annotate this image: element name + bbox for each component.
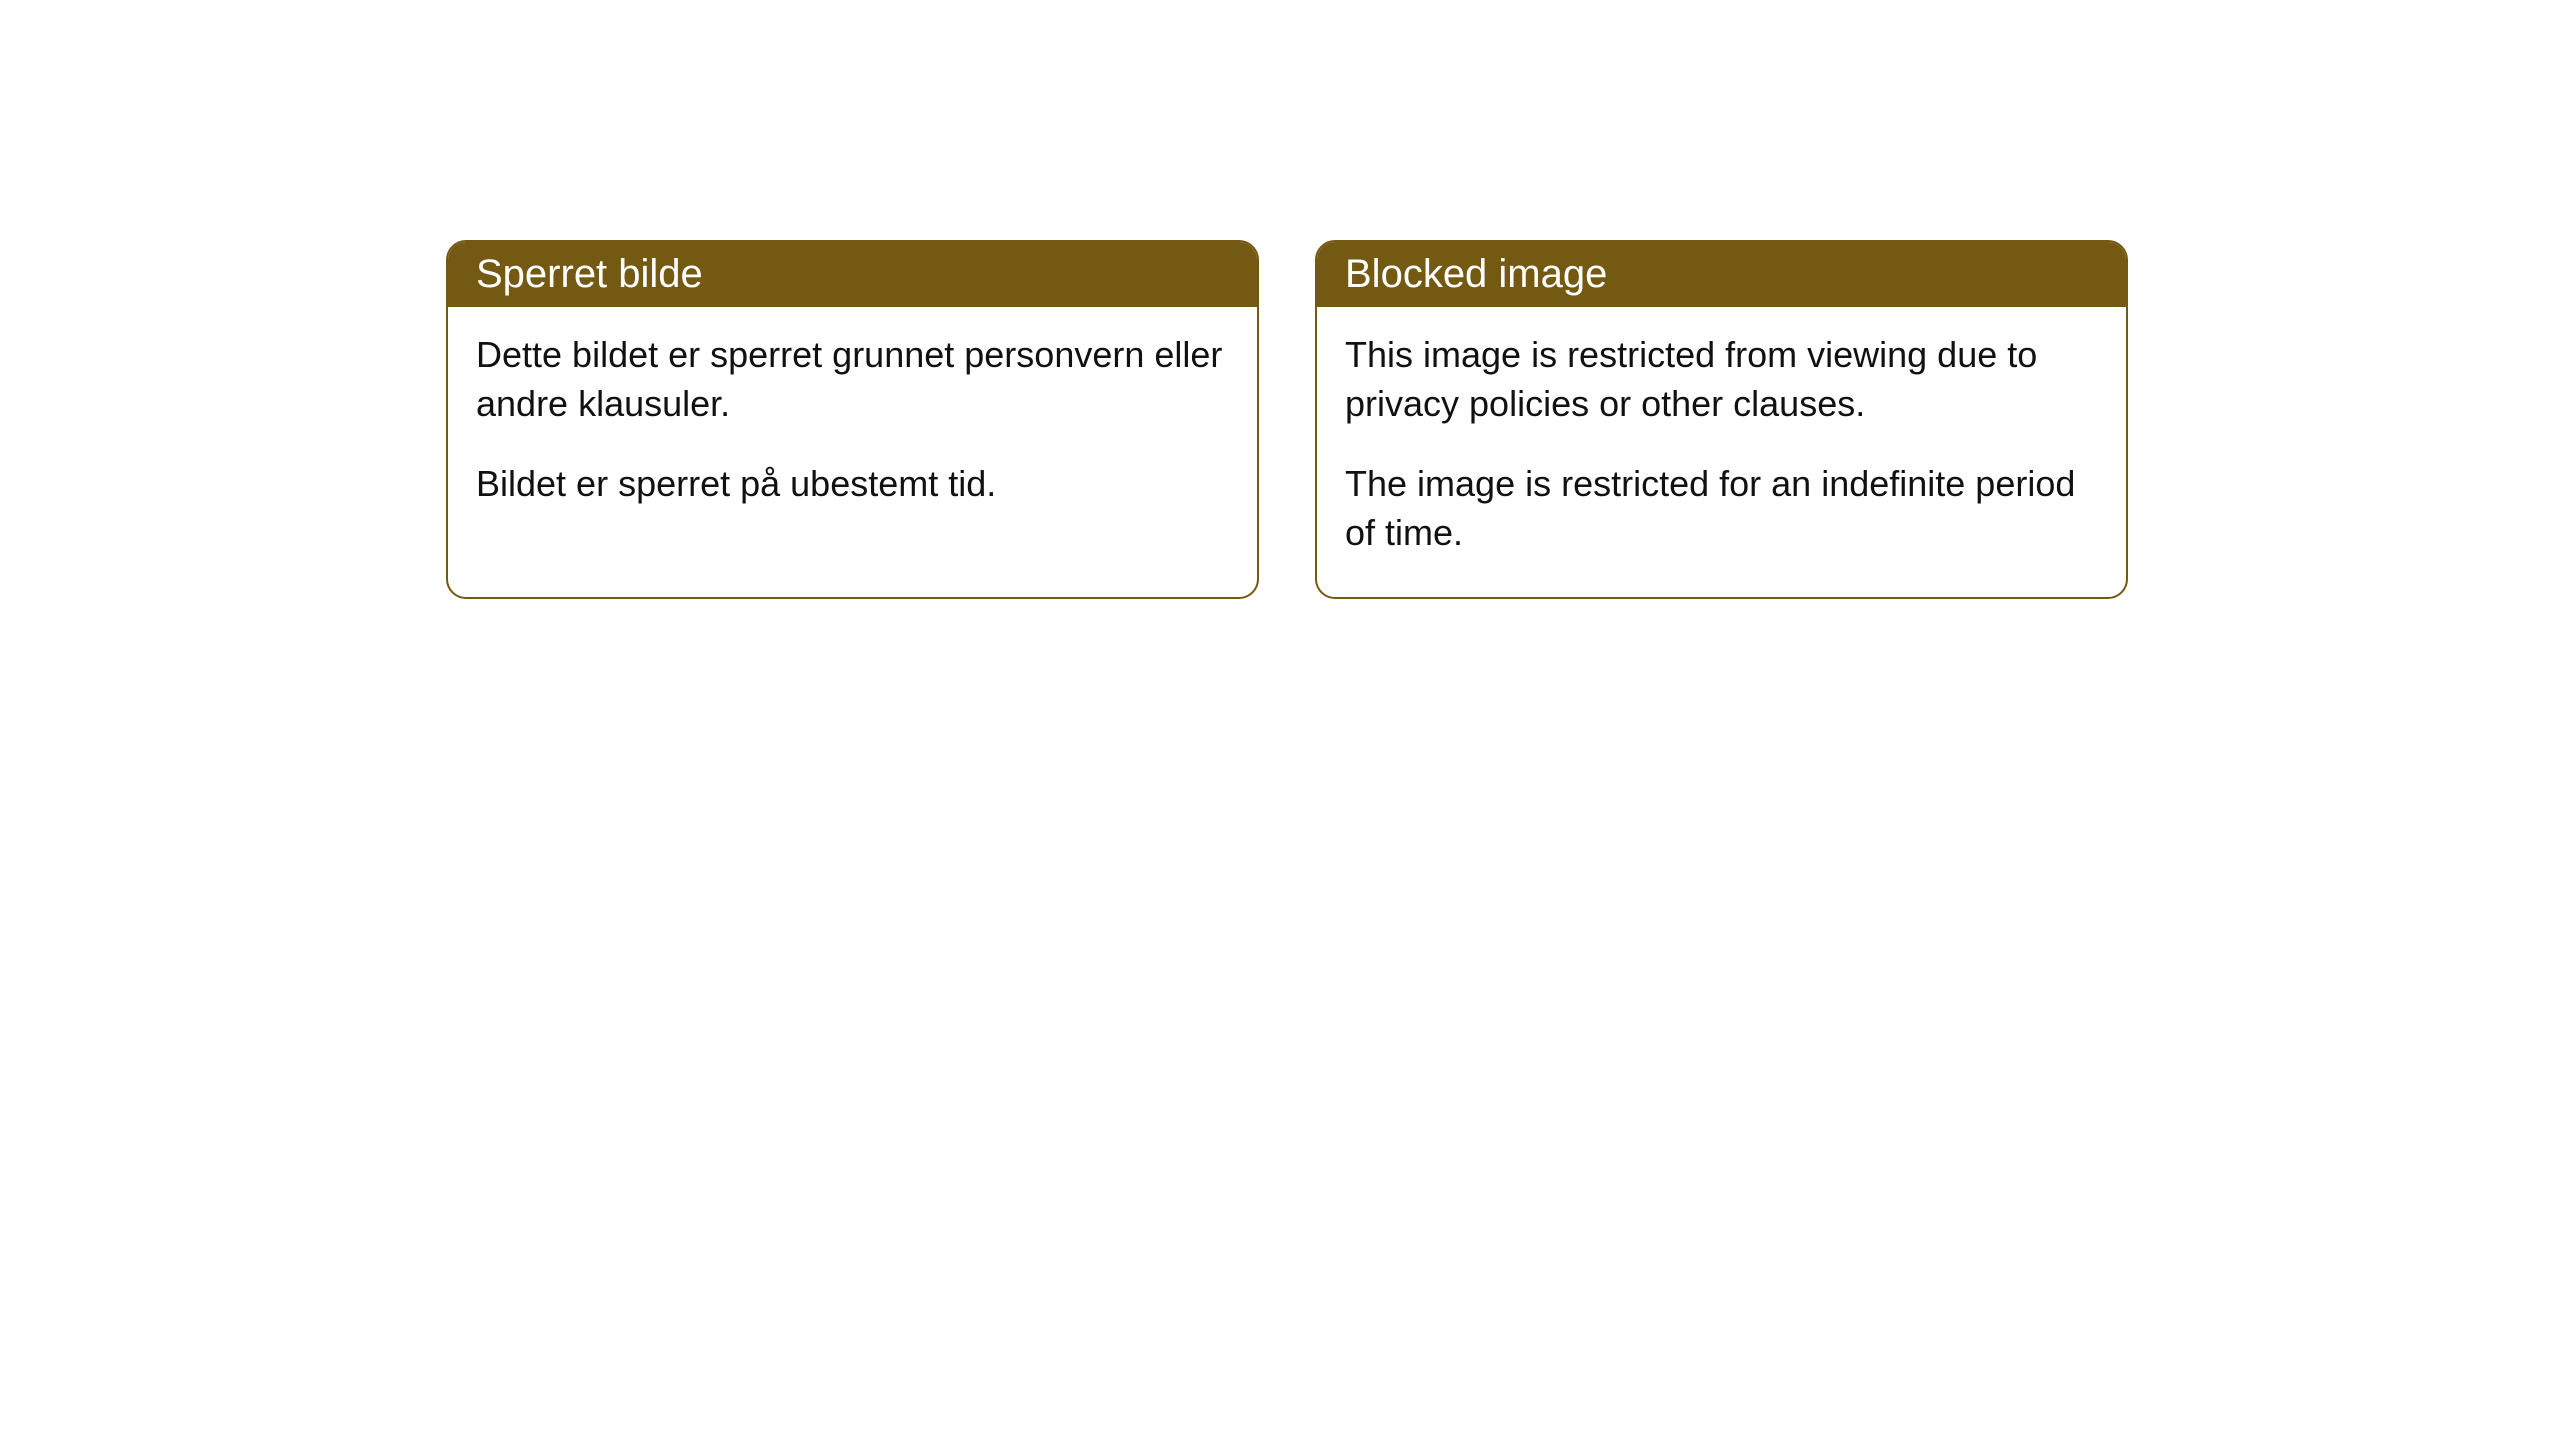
notice-box-english: Blocked image This image is restricted f…	[1315, 240, 2128, 599]
notice-paragraph-2-english: The image is restricted for an indefinit…	[1345, 460, 2098, 557]
notice-body-english: This image is restricted from viewing du…	[1317, 307, 2126, 597]
notice-title-norwegian: Sperret bilde	[476, 252, 703, 296]
notice-title-english: Blocked image	[1345, 252, 1607, 296]
notice-paragraph-2-norwegian: Bildet er sperret på ubestemt tid.	[476, 460, 1229, 509]
notice-header-norwegian: Sperret bilde	[448, 242, 1257, 307]
notice-body-norwegian: Dette bildet er sperret grunnet personve…	[448, 307, 1257, 549]
notice-container: Sperret bilde Dette bildet er sperret gr…	[446, 240, 2128, 599]
notice-paragraph-1-english: This image is restricted from viewing du…	[1345, 331, 2098, 428]
notice-header-english: Blocked image	[1317, 242, 2126, 307]
notice-box-norwegian: Sperret bilde Dette bildet er sperret gr…	[446, 240, 1259, 599]
notice-paragraph-1-norwegian: Dette bildet er sperret grunnet personve…	[476, 331, 1229, 428]
